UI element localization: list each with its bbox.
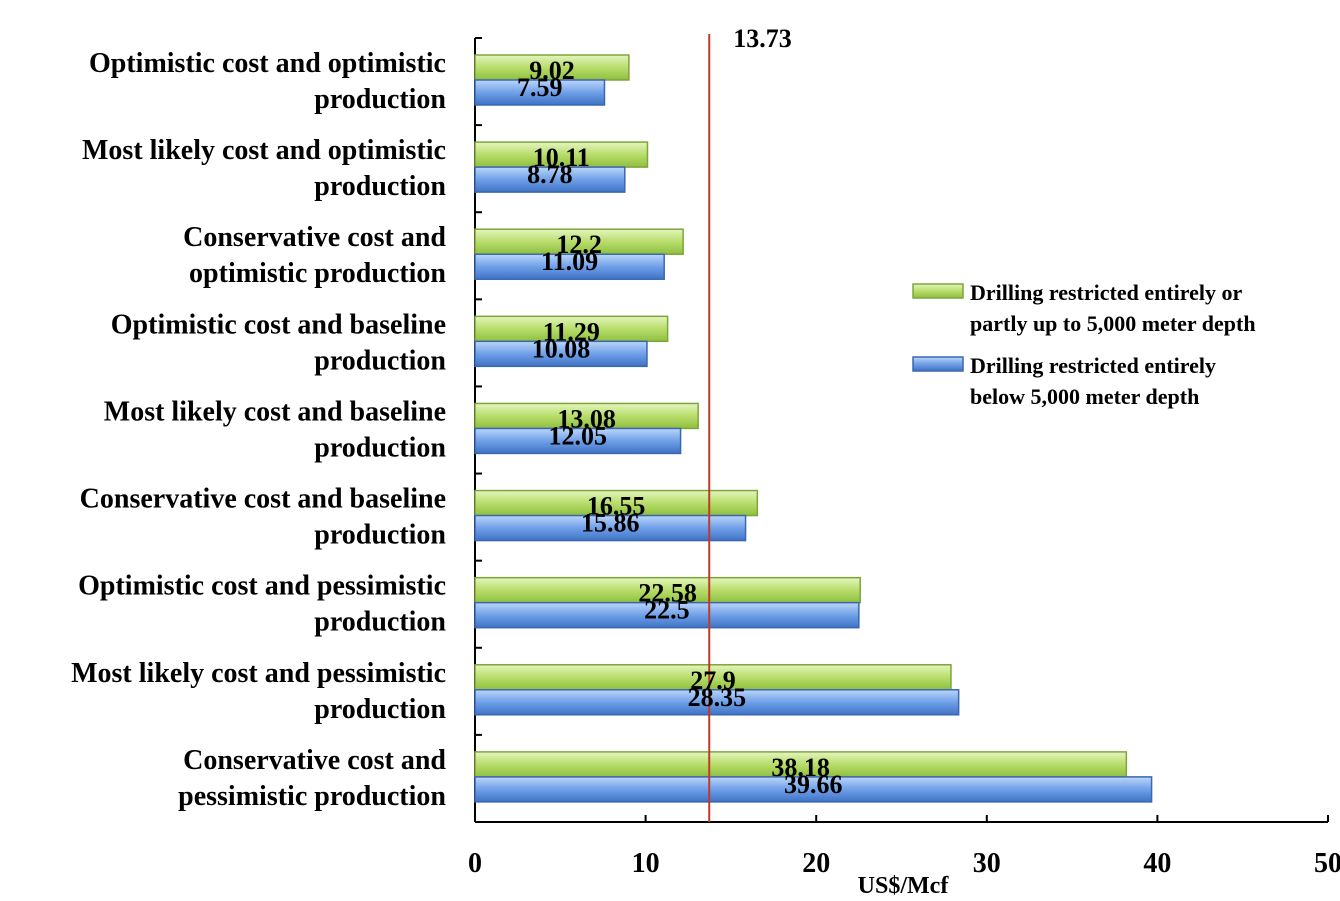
- category-label: Most likely cost and baseline: [104, 396, 446, 427]
- category-label: pessimistic production: [178, 781, 446, 812]
- data-label-series-2: 39.66: [784, 770, 843, 799]
- x-tick-label: 20: [802, 848, 830, 879]
- data-label-series-1: 9.02: [529, 56, 575, 85]
- legend-label-series-1: partly up to 5,000 meter depth: [970, 311, 1256, 336]
- bar-series-1: [474, 315, 669, 343]
- data-label-series-1: 12.2: [556, 230, 602, 259]
- category-label: Optimistic cost and pessimistic: [78, 571, 446, 602]
- data-label-series-2: 22.5: [644, 596, 690, 625]
- category-labels: Optimistic cost and optimistic production…: [71, 48, 446, 812]
- category-label: Optimistic cost and baseline: [111, 309, 446, 340]
- category-label: optimistic production: [189, 258, 446, 289]
- bars: [474, 54, 1153, 803]
- bar-series-1: [474, 141, 649, 168]
- data-label-series-2: 15.86: [581, 509, 640, 538]
- legend-label-series-2: Drilling restricted entirely: [970, 353, 1216, 378]
- bar-series-2: [474, 79, 606, 106]
- category-label: production: [314, 345, 446, 376]
- category-label: production: [314, 84, 446, 115]
- legend-label-series-1: Drilling restricted entirely or: [970, 280, 1243, 305]
- x-tick-label: 0: [468, 848, 482, 879]
- bar-series-1: [474, 402, 699, 430]
- data-label-series-1: 27.9: [690, 666, 736, 695]
- category-label: production: [314, 607, 446, 638]
- bar-series-1: [474, 576, 861, 604]
- bar-series-1: [474, 54, 630, 81]
- bar-series-2: [474, 601, 860, 629]
- legend-swatch-series-2: [912, 356, 964, 372]
- category-label: Optimistic cost and optimistic: [89, 48, 446, 79]
- data-label-series-2: 7.59: [517, 73, 563, 102]
- category-label: production: [314, 520, 446, 551]
- bar-series-1: [474, 751, 1128, 778]
- category-label: production: [314, 171, 446, 202]
- bar-series-2: [474, 514, 747, 542]
- bar-series-2: [474, 166, 626, 193]
- category-label: Conservative cost and: [183, 222, 446, 253]
- bar-series-2: [474, 253, 665, 280]
- x-tick-label: 30: [973, 848, 1001, 879]
- x-tick-label: 40: [1143, 848, 1171, 879]
- category-label: Most likely cost and optimistic: [82, 135, 446, 166]
- x-tick-labels: 0 10 20 30 40 50: [468, 848, 1340, 879]
- data-label-series-1: 22.58: [638, 579, 697, 608]
- legend-label-series-2: below 5,000 meter depth: [970, 384, 1199, 409]
- reference-line-group: 13.73: [708, 24, 792, 822]
- bar-series-2: [474, 427, 682, 455]
- category-label: Most likely cost and pessimistic: [71, 658, 446, 689]
- data-label-series-2: 10.08: [532, 334, 591, 363]
- bar-series-2: [474, 689, 960, 716]
- bar-series-2: [474, 340, 648, 368]
- x-tick-label: 50: [1314, 848, 1340, 879]
- category-label: Conservative cost and: [183, 745, 446, 776]
- data-label-series-2: 12.05: [549, 421, 608, 450]
- reference-line-label: 13.73: [733, 24, 792, 53]
- x-tick-label: 10: [632, 848, 660, 879]
- category-label: production: [314, 432, 446, 463]
- legend-swatch-series-1: [912, 283, 964, 299]
- data-label-series-1: 16.55: [587, 492, 646, 521]
- data-label-series-1: 38.18: [771, 753, 830, 782]
- data-label-series-2: 11.09: [541, 247, 598, 276]
- bar-series-1: [474, 228, 684, 255]
- data-label-series-1: 11.29: [543, 317, 600, 346]
- data-label-series-2: 28.35: [688, 683, 747, 712]
- legend: Drilling restricted entirely or partly up…: [912, 280, 1256, 409]
- data-label-series-2: 8.78: [527, 160, 573, 189]
- bar-series-2: [474, 776, 1153, 803]
- data-label-series-1: 10.11: [533, 143, 590, 172]
- bar-series-1: [474, 489, 759, 517]
- data-label-series-1: 13.08: [557, 404, 616, 433]
- category-label: Conservative cost and baseline: [80, 484, 446, 515]
- x-axis-title: US$/Mcf: [858, 873, 950, 899]
- bar-series-1: [474, 664, 952, 691]
- category-label: production: [314, 694, 446, 725]
